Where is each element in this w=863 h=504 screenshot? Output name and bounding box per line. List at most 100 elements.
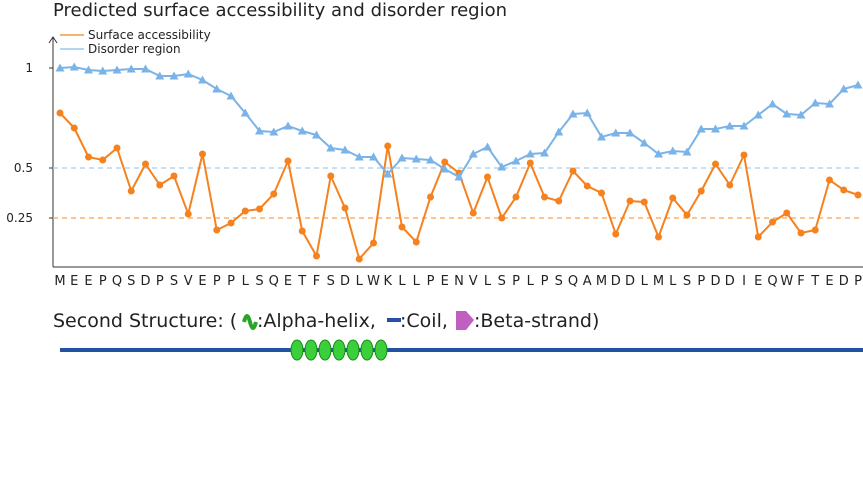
point <box>611 128 621 137</box>
x-tick-label: L <box>527 274 535 289</box>
point <box>712 160 719 168</box>
point <box>826 176 833 184</box>
point <box>468 149 478 158</box>
point <box>555 197 563 205</box>
point <box>398 223 406 231</box>
point <box>227 219 235 227</box>
x-tick-label: D <box>725 274 735 289</box>
x-tick-label: D <box>839 274 849 289</box>
series-line <box>59 65 859 179</box>
point <box>839 84 849 93</box>
x-tick-label: W <box>780 274 793 289</box>
x-tick-label: L <box>356 274 364 289</box>
point <box>626 197 634 205</box>
x-tick-label: E <box>198 274 206 289</box>
x-tick-label: L <box>484 274 492 289</box>
x-tick-label: M <box>653 274 664 289</box>
point <box>141 64 150 73</box>
x-tick-label: P <box>156 274 164 289</box>
point <box>796 110 806 119</box>
point <box>340 145 350 154</box>
point <box>213 226 221 234</box>
point <box>270 190 278 198</box>
point <box>725 121 735 130</box>
point <box>384 142 392 150</box>
x-tick-label: L <box>669 274 677 289</box>
legend-label: Disorder region <box>88 42 181 56</box>
x-tick-label: S <box>255 274 263 289</box>
point <box>98 66 108 75</box>
point <box>541 193 548 201</box>
x-tick-label: P <box>697 274 705 289</box>
point <box>526 159 534 167</box>
helix-icon <box>242 314 258 330</box>
point <box>669 194 677 202</box>
point <box>711 124 720 133</box>
point <box>284 157 292 165</box>
point <box>241 207 249 215</box>
y-tick-label: 1 <box>25 61 33 75</box>
point <box>112 65 122 74</box>
point <box>582 108 592 117</box>
point <box>511 156 521 165</box>
x-tick-label: D <box>340 274 350 289</box>
point <box>412 238 420 246</box>
point <box>625 128 635 137</box>
point <box>739 121 749 130</box>
x-tick-label: S <box>327 274 335 289</box>
point <box>326 143 336 152</box>
x-tick-label: T <box>297 274 306 289</box>
x-tick-label: D <box>140 274 150 289</box>
helix-track <box>290 339 388 361</box>
x-tick-label: S <box>170 274 178 289</box>
x-tick-label: Q <box>767 274 777 289</box>
point <box>583 182 591 190</box>
point <box>269 127 279 136</box>
x-tick-label: E <box>825 274 833 289</box>
x-tick-label: L <box>413 274 421 289</box>
point <box>183 69 193 78</box>
x-tick-label: F <box>797 274 804 289</box>
point <box>441 158 449 166</box>
coil-label: :Coil, <box>400 310 448 332</box>
point <box>55 63 65 72</box>
point <box>99 156 107 164</box>
point <box>355 255 363 263</box>
x-tick-label: E <box>441 274 449 289</box>
point <box>256 205 263 213</box>
point <box>554 127 564 136</box>
x-tick-label: L <box>242 274 250 289</box>
x-tick-label: P <box>512 274 520 289</box>
point <box>683 211 691 219</box>
point <box>199 150 206 158</box>
point <box>512 193 520 201</box>
point <box>113 144 121 152</box>
helix-label: :Alpha-helix, <box>257 310 376 332</box>
x-tick-label: F <box>313 274 320 289</box>
point <box>312 130 321 139</box>
y-tick-label: 0.5 <box>14 161 33 175</box>
x-tick-label: E <box>754 274 762 289</box>
point <box>697 187 705 195</box>
point <box>454 172 464 181</box>
point <box>212 84 222 93</box>
x-tick-label: S <box>555 274 563 289</box>
point <box>654 149 663 158</box>
point <box>768 99 777 108</box>
structure-title: Second Structure: ( <box>53 310 237 332</box>
point <box>612 230 620 238</box>
point <box>126 64 136 73</box>
x-tick-label: Q <box>112 274 122 289</box>
y-axis-arrow <box>48 36 58 44</box>
point <box>797 229 805 237</box>
point <box>597 132 606 141</box>
point <box>198 75 207 84</box>
point <box>568 109 578 118</box>
point <box>370 239 377 247</box>
point <box>354 152 364 161</box>
point <box>726 181 734 189</box>
point <box>313 252 320 260</box>
point <box>298 227 306 235</box>
point <box>740 151 748 159</box>
x-tick-label: D <box>611 274 621 289</box>
